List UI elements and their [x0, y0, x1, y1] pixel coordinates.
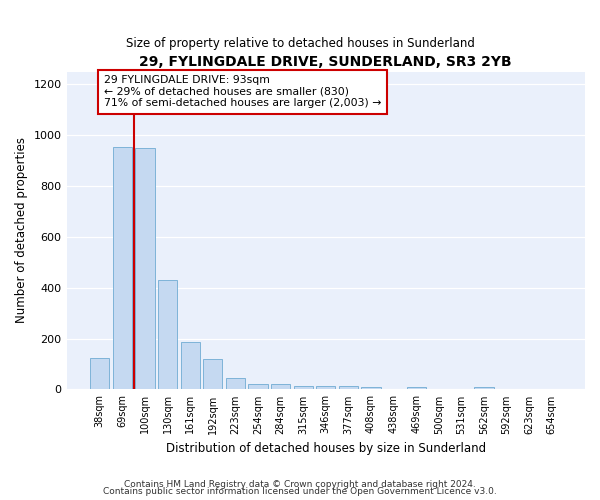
- Bar: [271, 384, 290, 390]
- Bar: [90, 358, 109, 390]
- Title: 29, FYLINGDALE DRIVE, SUNDERLAND, SR3 2YB: 29, FYLINGDALE DRIVE, SUNDERLAND, SR3 2Y…: [139, 55, 512, 69]
- Bar: [316, 386, 335, 390]
- Bar: [113, 146, 132, 390]
- Y-axis label: Number of detached properties: Number of detached properties: [15, 138, 28, 324]
- Text: 29 FYLINGDALE DRIVE: 93sqm
← 29% of detached houses are smaller (830)
71% of sem: 29 FYLINGDALE DRIVE: 93sqm ← 29% of deta…: [104, 75, 381, 108]
- Bar: [136, 148, 155, 390]
- Bar: [361, 387, 380, 390]
- Bar: [475, 387, 494, 390]
- Bar: [248, 384, 268, 390]
- Bar: [203, 359, 223, 390]
- Bar: [226, 378, 245, 390]
- Bar: [407, 387, 426, 390]
- Bar: [339, 386, 358, 390]
- X-axis label: Distribution of detached houses by size in Sunderland: Distribution of detached houses by size …: [166, 442, 486, 455]
- Bar: [158, 280, 177, 390]
- Bar: [181, 342, 200, 390]
- Bar: [293, 386, 313, 390]
- Text: Contains public sector information licensed under the Open Government Licence v3: Contains public sector information licen…: [103, 488, 497, 496]
- Text: Size of property relative to detached houses in Sunderland: Size of property relative to detached ho…: [125, 38, 475, 51]
- Text: Contains HM Land Registry data © Crown copyright and database right 2024.: Contains HM Land Registry data © Crown c…: [124, 480, 476, 489]
